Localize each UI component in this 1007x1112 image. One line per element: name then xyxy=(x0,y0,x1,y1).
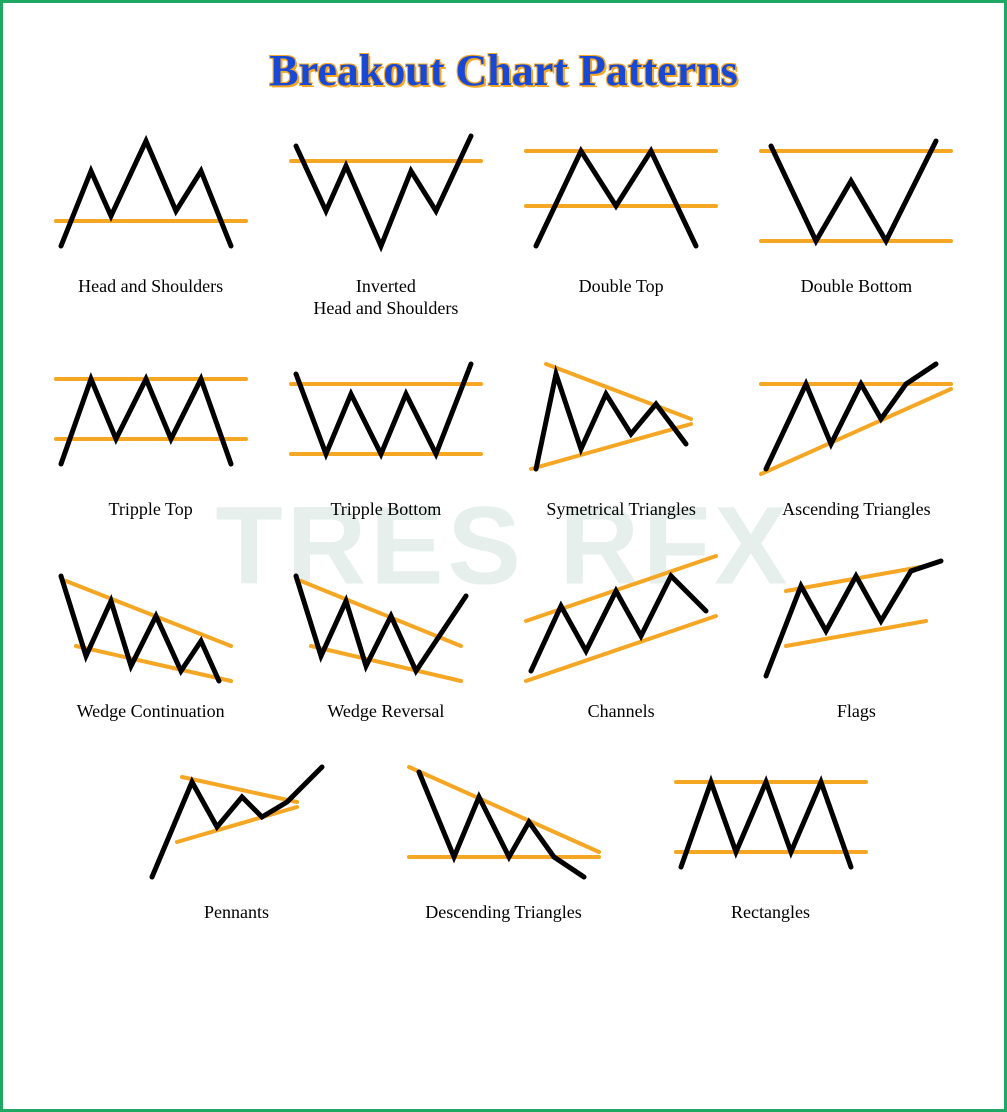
page-title: Breakout Chart Patterns xyxy=(3,45,1004,96)
patterns-row-5: Pennants Descending Triangles Rectangles xyxy=(43,752,964,924)
pattern-tripple-bottom: Tripple Bottom xyxy=(278,349,493,521)
pattern-label: Wedge Continuation xyxy=(43,701,258,723)
pattern-label: Tripple Bottom xyxy=(278,499,493,521)
tripple-bottom-svg xyxy=(286,349,486,489)
pennants-svg xyxy=(137,752,337,892)
pattern-label: Symetrical Triangles xyxy=(514,499,729,521)
pattern-label: Channels xyxy=(514,701,729,723)
channels-svg xyxy=(521,551,721,691)
patterns-grid: Head and Shoulders Inverted Head and Sho… xyxy=(3,96,1004,924)
pattern-channels: Channels xyxy=(514,551,729,723)
ascending-triangles-svg xyxy=(756,349,956,489)
pattern-inverted-head-shoulders: Inverted Head and Shoulders xyxy=(278,126,493,319)
double-top-svg xyxy=(521,126,721,266)
pattern-ascending-triangles: Ascending Triangles xyxy=(749,349,964,521)
pattern-label: Double Top xyxy=(514,276,729,298)
tripple-top-svg xyxy=(51,349,251,489)
pattern-descending-triangles: Descending Triangles xyxy=(390,752,617,924)
pattern-label: Rectangles xyxy=(657,902,884,924)
wedge-reversal-svg xyxy=(286,551,486,691)
pattern-label: Inverted Head and Shoulders xyxy=(278,276,493,319)
pattern-double-bottom: Double Bottom xyxy=(749,126,964,319)
wedge-continuation-svg xyxy=(51,551,251,691)
rectangles-svg xyxy=(671,752,871,892)
head-shoulders-svg xyxy=(51,126,251,266)
pattern-label: Head and Shoulders xyxy=(43,276,258,298)
pattern-tripple-top: Tripple Top xyxy=(43,349,258,521)
pattern-label: Flags xyxy=(749,701,964,723)
pattern-double-top: Double Top xyxy=(514,126,729,319)
inverted-head-shoulders-svg xyxy=(286,126,486,266)
pattern-label: Tripple Top xyxy=(43,499,258,521)
pattern-flags: Flags xyxy=(749,551,964,723)
pattern-wedge-reversal: Wedge Reversal xyxy=(278,551,493,723)
pattern-head-shoulders: Head and Shoulders xyxy=(43,126,258,319)
pattern-pennants: Pennants xyxy=(123,752,350,924)
symetrical-triangles-svg xyxy=(521,349,721,489)
descending-triangles-svg xyxy=(404,752,604,892)
flags-svg xyxy=(756,551,956,691)
pattern-label: Ascending Triangles xyxy=(749,499,964,521)
chart-patterns-frame: Breakout Chart Patterns TRES RFX Head an… xyxy=(0,0,1007,1112)
pattern-rectangles: Rectangles xyxy=(657,752,884,924)
pattern-label: Wedge Reversal xyxy=(278,701,493,723)
pattern-wedge-continuation: Wedge Continuation xyxy=(43,551,258,723)
pattern-label: Pennants xyxy=(123,902,350,924)
double-bottom-svg xyxy=(756,126,956,266)
pattern-symetrical-triangles: Symetrical Triangles xyxy=(514,349,729,521)
pattern-label: Descending Triangles xyxy=(390,902,617,924)
pattern-label: Double Bottom xyxy=(749,276,964,298)
